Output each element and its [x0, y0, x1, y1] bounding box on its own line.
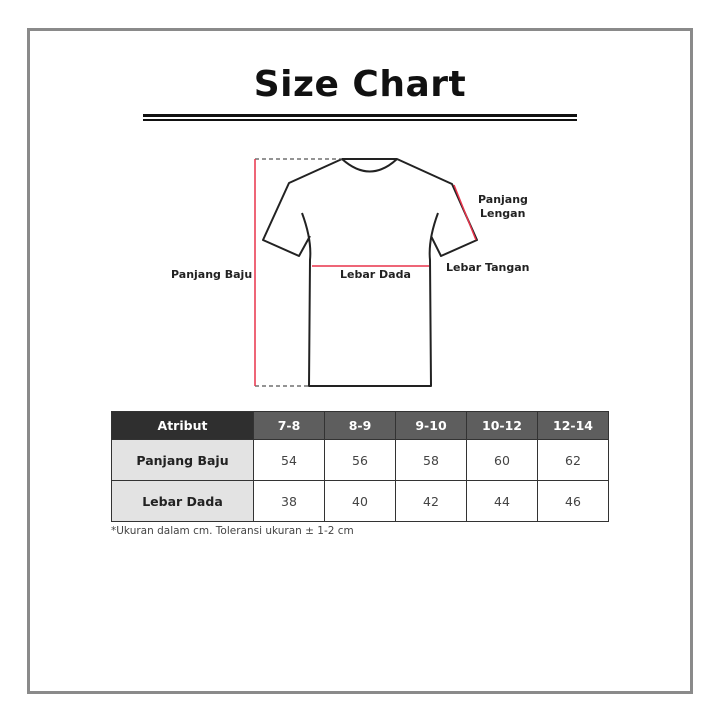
- table-cell: 62: [537, 439, 609, 481]
- label-panjang-lengan-1: Panjang: [478, 193, 528, 206]
- table-header: Atribut 7-8 8-9 9-10 10-12 12-14: [111, 411, 609, 440]
- table-cell: 44: [466, 480, 538, 522]
- row-label: Panjang Baju: [111, 439, 254, 481]
- table-cell: 46: [537, 480, 609, 522]
- size-note: *Ukuran dalam cm. Toleransi ukuran ± 1-2…: [111, 525, 354, 537]
- label-lebar-tangan: Lebar Tangan: [446, 261, 530, 274]
- label-panjang-lengan-2: Lengan: [480, 207, 526, 220]
- table-row: Lebar Dada 38 40 42 44 46: [111, 480, 609, 522]
- table-cell: 56: [324, 439, 396, 481]
- table-cell: 38: [253, 480, 325, 522]
- header-cell: 8-9: [324, 411, 396, 440]
- page-title: Size Chart: [253, 64, 467, 105]
- table-cell: 60: [466, 439, 538, 481]
- row-label: Lebar Dada: [111, 480, 254, 522]
- header-cell: 12-14: [537, 411, 609, 440]
- table-row: Panjang Baju 54 56 58 60 62: [111, 439, 609, 481]
- header-cell: 10-12: [466, 411, 538, 440]
- table-cell: 58: [395, 439, 467, 481]
- title-divider: [143, 114, 577, 117]
- header-cell: Atribut: [111, 411, 254, 440]
- label-panjang-baju: Panjang Baju: [171, 268, 253, 281]
- size-table: Atribut 7-8 8-9 9-10 10-12 12-14 Panjang…: [111, 411, 609, 522]
- outer-frame: [27, 28, 693, 694]
- panjang-lengan-line: [453, 184, 477, 241]
- header-cell: 9-10: [395, 411, 467, 440]
- table-cell: 40: [324, 480, 396, 522]
- header-cell: 7-8: [253, 411, 325, 440]
- tshirt-outline: [262, 158, 478, 387]
- label-lebar-dada: Lebar Dada: [340, 268, 411, 281]
- table-cell: 54: [253, 439, 325, 481]
- table-cell: 42: [395, 480, 467, 522]
- title-divider-thin: [143, 119, 577, 121]
